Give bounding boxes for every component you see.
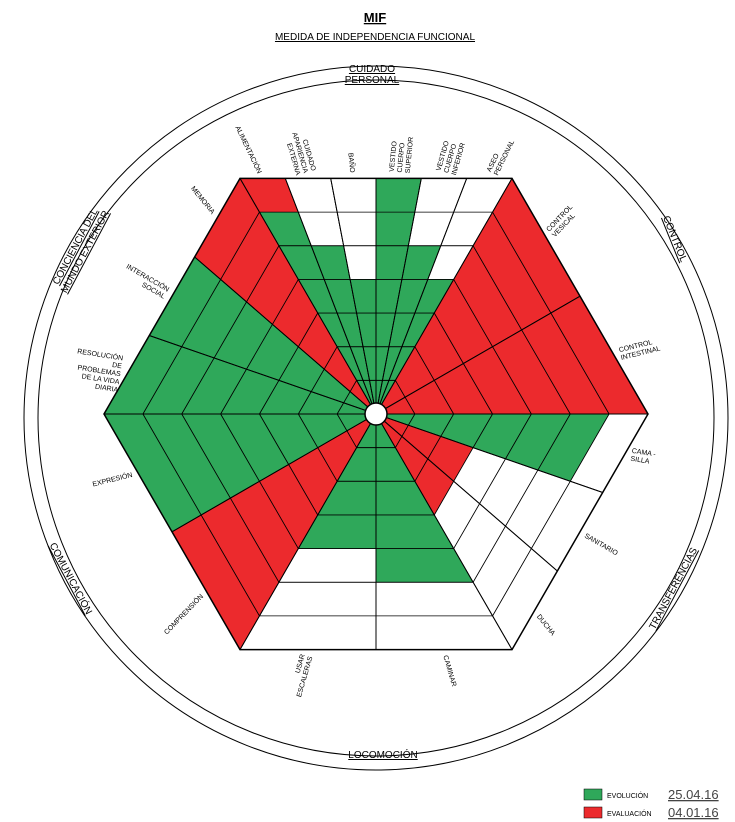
legend-date-evaluacion: 04.01.16 bbox=[668, 805, 719, 820]
radar-spokes bbox=[103, 177, 649, 651]
item-label: CONTROLINTESTINAL bbox=[618, 338, 661, 362]
item-label-line: SILLA bbox=[630, 456, 650, 466]
radar-spoke bbox=[330, 178, 377, 415]
domain-label-comunicacion: COMUNICACIÓN bbox=[47, 540, 96, 616]
item-label: COMPRENSIÓN bbox=[162, 592, 205, 636]
item-label-line: RESOLUCIÓN bbox=[77, 346, 124, 362]
item-label: SANITARIO bbox=[583, 533, 619, 558]
center-hole bbox=[364, 402, 388, 426]
item-label: RESOLUCIÓNDEPROBLEMASDE LA VIDADIARIA bbox=[72, 346, 124, 394]
legend: EVOLUCIÓN 25.04.16 EVALUACIÓN 04.01.16 bbox=[583, 787, 719, 820]
domain-label-cuidado-personal: CUIDADO PERSONAL bbox=[345, 64, 400, 86]
radar-spoke bbox=[375, 178, 468, 415]
legend-label-evaluacion: EVALUACIÓN bbox=[607, 809, 652, 818]
item-label: USARESCALERAS bbox=[288, 653, 314, 698]
radar-outline bbox=[103, 177, 649, 651]
item-label-line: ALIMENTACIÓN bbox=[233, 124, 264, 175]
item-label: MEMORIA bbox=[189, 185, 216, 216]
domain-line: CUIDADO bbox=[349, 64, 395, 75]
legend-label-evolucion: EVOLUCIÓN bbox=[607, 791, 648, 800]
item-label: CONTROLVESICAL bbox=[546, 204, 581, 239]
radar-cell bbox=[375, 581, 494, 617]
radar-spoke bbox=[375, 413, 513, 650]
radar-spoke bbox=[194, 256, 377, 415]
radar-spoke bbox=[375, 413, 603, 493]
radar-spoke bbox=[375, 178, 513, 415]
domain-line: PERSONAL bbox=[345, 75, 400, 86]
radar-spoke bbox=[375, 413, 558, 572]
item-label: ASEOPERSONAL bbox=[486, 136, 516, 177]
item-label-line: VESTIDO bbox=[389, 140, 399, 172]
legend-swatch-evolucion bbox=[583, 788, 603, 801]
item-label-line: CAMINAR bbox=[441, 655, 457, 688]
radar-cell bbox=[239, 615, 377, 650]
legend-date-evolucion: 25.04.16 bbox=[668, 787, 719, 802]
item-label-line: DUCHA bbox=[535, 613, 556, 637]
radar-cell bbox=[258, 581, 377, 617]
item-label: EXPRESIÓN bbox=[91, 470, 133, 489]
item-label-line: DE bbox=[112, 362, 123, 370]
chart-title: MIF bbox=[364, 10, 386, 25]
item-label-line: COMPRENSIÓN bbox=[162, 592, 205, 636]
domain-label-conciencia: CONCIENCIA DELMUNDO EXTERIOR bbox=[49, 204, 111, 295]
item-label: VESTIDOCUERPOINFERIOR bbox=[436, 138, 467, 177]
item-label: INTERACCIÓNSOCIAL bbox=[121, 262, 171, 301]
radar-spoke bbox=[171, 413, 377, 533]
item-label-line: BAÑO bbox=[346, 152, 357, 173]
item-label: BAÑO bbox=[346, 152, 357, 173]
item-label-line: DIARIA bbox=[94, 384, 118, 395]
radar-cell bbox=[330, 177, 377, 213]
item-label-line: EXPRESIÓN bbox=[91, 470, 133, 489]
item-label: DUCHA bbox=[535, 613, 556, 637]
radar-spoke bbox=[284, 178, 377, 415]
legend-swatch-evaluacion bbox=[583, 806, 603, 819]
item-label-line: SANITARIO bbox=[583, 533, 619, 558]
radar-spoke bbox=[239, 178, 377, 415]
radar-cell bbox=[375, 615, 513, 650]
chart-subtitle: MEDIDA DE INDEPENDENCIA FUNCIONAL bbox=[275, 32, 475, 43]
item-label: ALIMENTACIÓN bbox=[233, 124, 264, 175]
domain-label-control: CONTROL bbox=[660, 214, 689, 264]
item-label-line: MEMORIA bbox=[189, 185, 216, 216]
item-label-line: CUERPO bbox=[397, 142, 407, 173]
inner-circle bbox=[37, 79, 715, 757]
item-label: VESTIDOCUERPOSUPERIOR bbox=[389, 135, 415, 174]
item-label-line: CAMA - bbox=[631, 448, 657, 459]
radar-cell bbox=[375, 177, 422, 213]
domain-label-locomocion: LOCOMOCIÓN bbox=[348, 748, 417, 761]
item-label: CAMA -SILLA bbox=[630, 448, 657, 467]
radar-spoke bbox=[375, 178, 422, 415]
radar-spoke bbox=[149, 335, 377, 415]
domain-label-transferencias: TRANSFERENCIAS bbox=[648, 546, 701, 632]
outer-circle bbox=[23, 65, 729, 771]
item-label: CUIDADOAPARIENCIAEXTERNA bbox=[283, 130, 317, 177]
item-label-line: SUPERIOR bbox=[405, 137, 415, 174]
radar-spoke bbox=[239, 413, 377, 650]
item-label: CAMINAR bbox=[441, 655, 457, 688]
radar-spoke bbox=[375, 295, 581, 415]
